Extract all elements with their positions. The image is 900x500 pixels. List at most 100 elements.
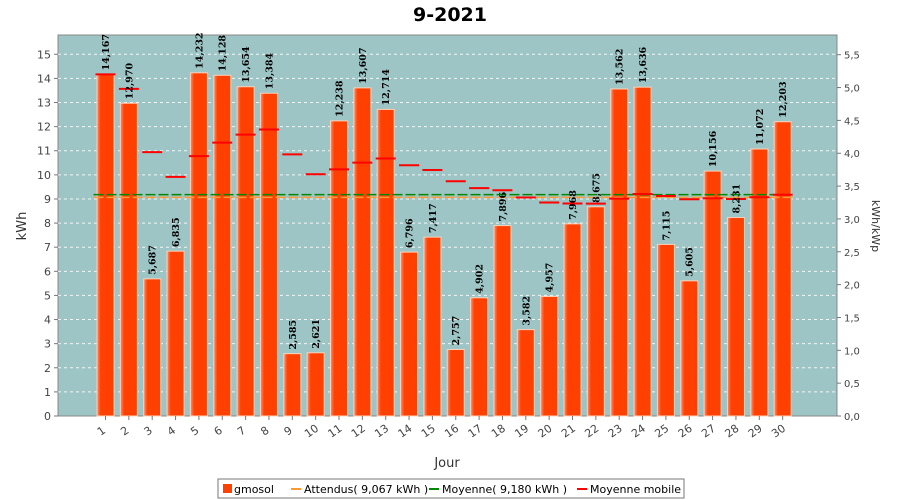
y2-tick-label: 2,5	[844, 248, 860, 259]
x-tick-label: 7	[235, 424, 248, 439]
value-label: 2,621	[311, 319, 322, 349]
value-label: 5,687	[148, 245, 159, 275]
y2-tick-label: 3,0	[844, 215, 860, 226]
x-tick-label: 19	[512, 422, 531, 441]
y-tick-label: 11	[37, 145, 51, 158]
bar	[143, 278, 162, 417]
x-tick-label: 28	[722, 422, 741, 441]
bar	[633, 86, 652, 417]
value-label: 13,654	[241, 46, 252, 83]
x-tick-label: 24	[629, 422, 648, 441]
legend-swatch-gmosol	[223, 484, 232, 493]
value-label: 3,582	[521, 296, 532, 326]
x-tick-label: 25	[652, 422, 671, 441]
value-label: 4,902	[475, 264, 486, 294]
value-label: 6,835	[171, 217, 182, 247]
legend-attendus: Attendus( 9,067 kWh )	[304, 483, 428, 496]
value-label: 14,167	[101, 34, 112, 70]
legend: gmosol Attendus( 9,067 kWh ) Moyenne( 9,…	[217, 478, 685, 499]
x-tick-label: 11	[326, 422, 345, 441]
y2-tick-label: 5,5	[844, 51, 860, 62]
bar	[656, 243, 675, 417]
value-label: 7,115	[661, 211, 672, 241]
y-tick-label: 6	[44, 265, 51, 278]
bar	[610, 88, 629, 417]
x-tick-label: 1	[95, 424, 108, 439]
y-tick-label: 0	[44, 410, 51, 423]
value-label: 13,562	[615, 49, 626, 85]
bar	[726, 217, 745, 417]
x-tick-label: 13	[372, 422, 391, 441]
y2-axis-ticks: 0,0 0,5 1,0 1,5 2,0 2,5 3,0 3,5 4,0 4,5 5,0 5,5	[837, 51, 860, 423]
value-label: 14,128	[218, 35, 229, 72]
bar	[750, 148, 769, 417]
y2-tick-label: 0,5	[844, 379, 860, 390]
y-tick-label: 13	[37, 97, 51, 110]
bar	[213, 74, 232, 417]
y-tick-label: 14	[37, 72, 51, 85]
legend-moyenne: Moyenne( 9,180 kWh )	[442, 483, 567, 496]
x-tick-label: 10	[302, 422, 321, 441]
x-axis-ticks: 1 2 3 4 5 6 7 8 9 10 11 12 13 14 15 16 17 18 19 20 21 22 23 24 2…	[95, 416, 788, 440]
x-tick-label: 9	[282, 424, 295, 439]
y2-tick-label: 3,5	[844, 182, 860, 193]
y2-tick-label: 1,5	[844, 313, 860, 324]
x-tick-label: 20	[536, 422, 555, 441]
x-tick-label: 23	[606, 422, 625, 441]
value-label: 2,757	[451, 316, 462, 346]
value-label: 2,585	[288, 320, 299, 350]
y-tick-label: 10	[37, 169, 51, 182]
bars	[96, 72, 792, 417]
moving-average-marks	[95, 73, 793, 205]
x-tick-label: 22	[582, 422, 601, 441]
y2-tick-label: 2,0	[844, 281, 860, 292]
bar	[376, 108, 395, 417]
value-label: 12,970	[124, 62, 135, 99]
y-tick-label: 12	[37, 121, 51, 134]
bar	[563, 223, 582, 417]
value-label: 13,384	[264, 53, 275, 90]
bar	[470, 297, 489, 417]
y2-tick-label: 1,0	[844, 346, 860, 357]
x-tick-label: 18	[489, 422, 508, 441]
bar	[353, 87, 372, 417]
value-label: 7,417	[428, 203, 439, 233]
value-labels: 14,167 12,970 5,687 6,835 14,232 14,128 13,654…	[101, 32, 789, 349]
value-label: 12,714	[381, 69, 392, 106]
x-tick-label: 29	[746, 422, 765, 441]
y-tick-label: 8	[44, 217, 51, 230]
y-tick-label: 3	[44, 338, 51, 351]
chart-title: 9-2021	[413, 4, 487, 26]
bar	[516, 329, 535, 417]
x-tick-label: 2	[118, 424, 131, 439]
bar	[96, 73, 115, 417]
y-axis-label: kWh	[15, 212, 30, 241]
bar	[773, 121, 792, 417]
y-tick-label: 15	[37, 48, 51, 61]
bar	[540, 295, 559, 417]
x-tick-label: 30	[769, 422, 788, 441]
x-tick-label: 4	[165, 424, 178, 439]
y2-tick-label: 0,0	[844, 412, 860, 423]
bar	[586, 206, 605, 417]
x-tick-label: 17	[466, 422, 485, 441]
value-label: 13,607	[358, 48, 369, 84]
y-tick-label: 1	[44, 386, 51, 399]
x-tick-label: 26	[676, 422, 695, 441]
bar	[283, 353, 302, 417]
bar	[330, 120, 348, 417]
value-label: 10,156	[708, 130, 719, 167]
y-tick-label: 5	[44, 289, 51, 302]
value-label: 12,203	[778, 81, 789, 117]
value-label: 4,957	[545, 263, 556, 293]
legend-box	[217, 478, 685, 499]
value-label: 5,605	[685, 247, 696, 277]
bar	[189, 72, 208, 417]
legend-gmosol: gmosol	[234, 483, 274, 496]
y-tick-label: 2	[44, 362, 51, 375]
bar	[306, 352, 325, 417]
y-tick-label: 7	[44, 241, 51, 254]
bar	[400, 251, 419, 417]
bar	[236, 86, 255, 417]
